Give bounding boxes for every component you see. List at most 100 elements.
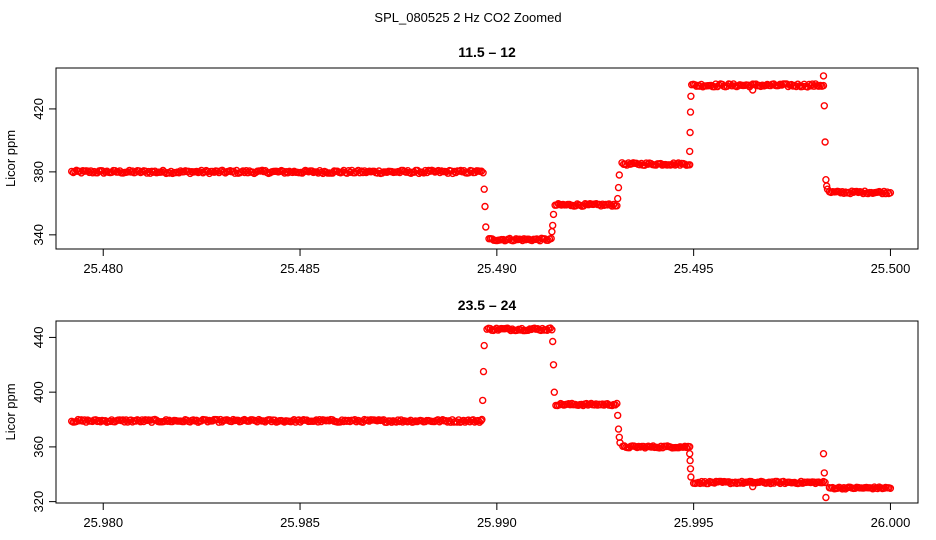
data-point <box>820 469 828 477</box>
data-point <box>819 72 828 80</box>
data-point <box>823 185 832 193</box>
data-point <box>549 210 558 219</box>
data-point <box>480 341 488 350</box>
x-tick-label: 25.500 <box>871 261 911 276</box>
data-point <box>88 169 97 177</box>
data-point <box>686 450 694 458</box>
data-point <box>726 80 734 89</box>
data-point <box>464 416 472 424</box>
data-point <box>749 86 757 94</box>
panel-title: 11.5 – 12 <box>458 44 516 60</box>
data-point <box>479 367 488 376</box>
data-point <box>477 167 486 175</box>
data-point <box>819 450 828 458</box>
x-tick-label: 25.990 <box>477 515 517 530</box>
data-point <box>550 388 558 396</box>
y-tick-label: 340 <box>31 224 46 246</box>
panel-top: 11.5 – 12 25.480 25.485 25.490 25.495 25.500 3… <box>3 44 919 276</box>
data-point <box>549 361 558 369</box>
panel-title: 23.5 – 24 <box>458 297 517 313</box>
data-points <box>67 72 895 245</box>
data-point <box>749 482 757 491</box>
data-point <box>549 337 557 346</box>
data-point <box>774 81 783 90</box>
data-point <box>308 167 316 175</box>
data-point <box>699 479 707 487</box>
data-point <box>686 161 694 169</box>
data-point <box>821 138 829 146</box>
data-point <box>608 202 616 210</box>
data-point <box>479 169 487 177</box>
data-point <box>686 465 695 473</box>
data-point <box>710 479 719 487</box>
data-point <box>614 411 622 420</box>
y-tick-label: 360 <box>31 436 46 458</box>
x-tick-label: 25.495 <box>674 261 714 276</box>
data-point <box>881 189 890 198</box>
data-point <box>636 160 644 169</box>
data-point <box>883 188 891 196</box>
data-point <box>821 478 829 487</box>
data-point <box>120 418 129 426</box>
data-point <box>616 439 624 447</box>
data-point <box>614 425 623 433</box>
data-point <box>614 194 622 203</box>
data-point <box>757 82 765 91</box>
data-point <box>838 485 846 493</box>
data-point <box>669 159 678 167</box>
data-point <box>819 81 828 90</box>
data-point <box>387 418 396 426</box>
data-point <box>869 485 877 493</box>
data-point <box>686 147 694 156</box>
x-tick-label: 25.985 <box>280 515 320 530</box>
data-point <box>686 456 694 465</box>
data-point <box>546 324 555 332</box>
x-tick-label: 25.995 <box>674 515 714 530</box>
y-tick-label: 440 <box>31 327 46 349</box>
y-tick-label: 320 <box>31 491 46 513</box>
data-point <box>822 493 830 502</box>
data-point <box>857 188 866 196</box>
data-point <box>482 223 490 231</box>
data-point <box>478 415 486 424</box>
data-points <box>67 324 895 502</box>
data-point <box>524 326 532 334</box>
data-point <box>613 202 621 210</box>
data-point <box>479 396 487 405</box>
data-point <box>686 128 694 137</box>
data-point <box>548 326 556 334</box>
y-tick-label: 400 <box>31 381 46 403</box>
x-tick-label: 25.980 <box>83 515 123 530</box>
data-point <box>568 399 576 408</box>
data-point <box>481 202 489 211</box>
data-point <box>415 169 423 178</box>
data-point <box>886 188 895 197</box>
data-point <box>686 108 695 116</box>
x-tick-label: 26.000 <box>871 515 911 530</box>
y-axis-label: Licor ppm <box>3 130 18 187</box>
data-point <box>823 182 831 190</box>
data-point <box>613 399 621 408</box>
data-point <box>547 234 555 243</box>
y-axis-label: Licor ppm <box>3 383 18 440</box>
data-point <box>203 418 212 426</box>
y-tick-label: 380 <box>31 161 46 183</box>
data-point <box>686 443 694 451</box>
data-point <box>611 401 619 409</box>
data-point <box>284 169 292 177</box>
data-point <box>820 102 828 110</box>
data-point <box>687 473 695 481</box>
data-point <box>687 92 695 101</box>
figure-title: SPL_080525 2 Hz CO2 Zoomed <box>374 10 561 25</box>
data-point <box>474 416 482 425</box>
data-point <box>480 185 488 193</box>
panel-bottom: 23.5 – 24 25.980 25.985 25.990 25.995 26.000 3… <box>3 297 919 530</box>
x-tick-label: 25.480 <box>83 261 123 276</box>
data-point <box>668 160 676 169</box>
x-tick-label: 25.485 <box>280 261 320 276</box>
data-point <box>549 221 557 230</box>
x-tick-label: 25.490 <box>477 261 517 276</box>
data-point <box>614 183 623 192</box>
